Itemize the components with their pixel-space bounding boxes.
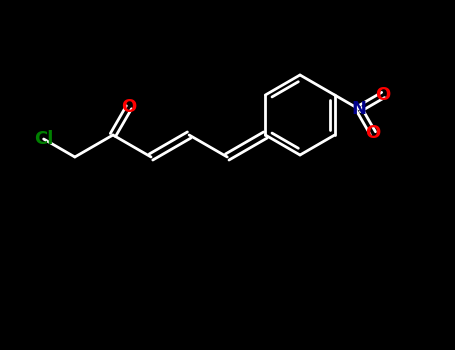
Text: N: N [351,100,366,118]
Text: O: O [121,98,136,116]
Text: O: O [375,86,391,104]
Text: O: O [365,124,380,142]
Text: Cl: Cl [34,130,53,148]
